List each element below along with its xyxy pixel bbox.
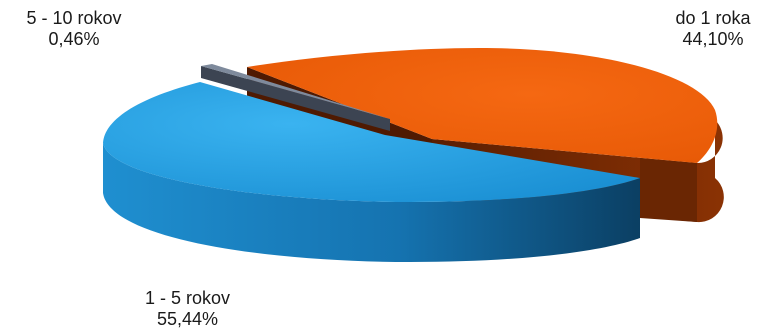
slice-do-1-roka-top bbox=[247, 48, 718, 163]
label-do-1-roka-value: 44,10% bbox=[682, 29, 744, 49]
label-do-1-roka-name: do 1 roka bbox=[675, 8, 751, 28]
label-5-10-rokov: 5 - 10 rokov 0,46% bbox=[10, 8, 138, 50]
label-1-5-rokov-name: 1 - 5 rokov bbox=[144, 288, 231, 308]
slice-5-10-rokov-top bbox=[201, 64, 390, 119]
label-1-5-rokov: 1 - 5 rokov 55,44% bbox=[120, 288, 255, 330]
slice-5-10-rokov bbox=[201, 64, 390, 131]
slice-1-5-rokov-top bbox=[103, 82, 640, 202]
label-do-1-roka: do 1 roka 44,10% bbox=[660, 8, 766, 50]
slice-1-5-rokov bbox=[103, 82, 640, 262]
label-5-10-rokov-name: 5 - 10 rokov bbox=[26, 8, 122, 28]
label-1-5-rokov-value: 55,44% bbox=[156, 309, 219, 329]
slice-5-10-rokov-side bbox=[201, 66, 390, 131]
slice-1-5-rokov-side bbox=[103, 143, 640, 262]
slice-do-1-roka-front bbox=[640, 158, 697, 222]
label-5-10-rokov-value: 0,46% bbox=[48, 29, 100, 49]
